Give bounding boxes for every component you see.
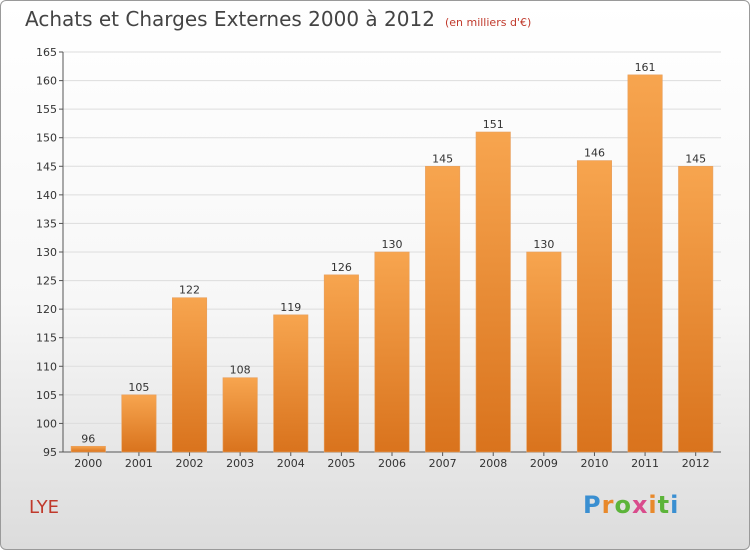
x-tick-label: 2012 [682, 457, 710, 470]
y-tick-label: 135 [36, 217, 57, 230]
data-label-2007: 145 [432, 152, 453, 165]
y-tick-label: 150 [36, 132, 57, 145]
y-tick-label: 160 [36, 75, 57, 88]
y-tick-label: 125 [36, 275, 57, 288]
data-label-2003: 108 [230, 364, 251, 377]
data-label-2006: 130 [382, 238, 403, 251]
bar-2002 [172, 297, 208, 453]
bar-2007 [425, 165, 461, 453]
x-tick-label: 2007 [429, 457, 457, 470]
x-tick-label: 2001 [125, 457, 153, 470]
chart-title: Achats et Charges Externes 2000 à 2012 (e… [25, 7, 531, 31]
data-label-2009: 130 [533, 238, 554, 251]
data-label-2005: 126 [331, 261, 352, 274]
x-tick-label: 2002 [176, 457, 204, 470]
x-tick-label: 2000 [74, 457, 102, 470]
y-tick-label: 120 [36, 303, 57, 316]
y-tick-label: 130 [36, 246, 57, 259]
y-tick-label: 95 [43, 446, 57, 459]
chart-unit: (en milliers d'€) [444, 16, 532, 29]
proxiti-logo: Proxiti [583, 491, 680, 519]
y-tick-label: 165 [36, 46, 57, 59]
y-tick-label: 105 [36, 389, 57, 402]
bars [70, 74, 714, 453]
data-label-2011: 161 [635, 61, 656, 74]
data-label-2010: 146 [584, 147, 605, 160]
y-tick-label: 115 [36, 332, 57, 345]
y-tick-label: 100 [36, 417, 57, 430]
bar-2012 [678, 165, 714, 453]
data-label-2000: 96 [81, 432, 95, 445]
data-label-2004: 119 [280, 301, 301, 314]
bar-2006 [374, 251, 410, 453]
y-tick-label: 140 [36, 189, 57, 202]
y-tick-label: 155 [36, 103, 57, 116]
x-tick-label: 2011 [631, 457, 659, 470]
data-label-2001: 105 [128, 381, 149, 394]
x-tick-label: 2008 [479, 457, 507, 470]
data-label-2008: 151 [483, 118, 504, 131]
bar-2003 [222, 377, 258, 453]
data-labels: 96 105 122 108 119 126 130 145 151 130 146 161 145 [81, 61, 706, 445]
x-tick-label: 2003 [226, 457, 254, 470]
bar-2009 [526, 251, 562, 453]
x-tick-label: 2004 [277, 457, 305, 470]
bar-2008 [475, 131, 511, 453]
x-tick-label: 2009 [530, 457, 558, 470]
chart-title-text: Achats et Charges Externes 2000 à 2012 [25, 7, 435, 31]
data-label-2012: 145 [685, 152, 706, 165]
y-tick-label: 145 [36, 160, 57, 173]
bar-2005 [323, 274, 359, 453]
bar-2010 [576, 160, 612, 453]
bar-2004 [273, 314, 309, 453]
commune-name: LYE [29, 497, 60, 518]
data-label-2002: 122 [179, 284, 200, 297]
x-tick-label: 2010 [580, 457, 608, 470]
bar-2001 [121, 394, 157, 453]
x-tick-label: 2006 [378, 457, 406, 470]
x-tick-label: 2005 [327, 457, 355, 470]
y-tick-label: 110 [36, 360, 57, 373]
bar-2000 [70, 445, 106, 453]
bar-2011 [627, 74, 663, 453]
